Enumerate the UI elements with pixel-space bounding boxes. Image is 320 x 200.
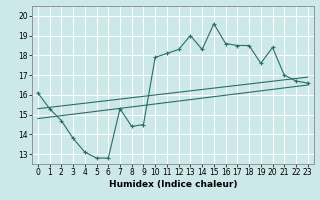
X-axis label: Humidex (Indice chaleur): Humidex (Indice chaleur) (108, 180, 237, 189)
